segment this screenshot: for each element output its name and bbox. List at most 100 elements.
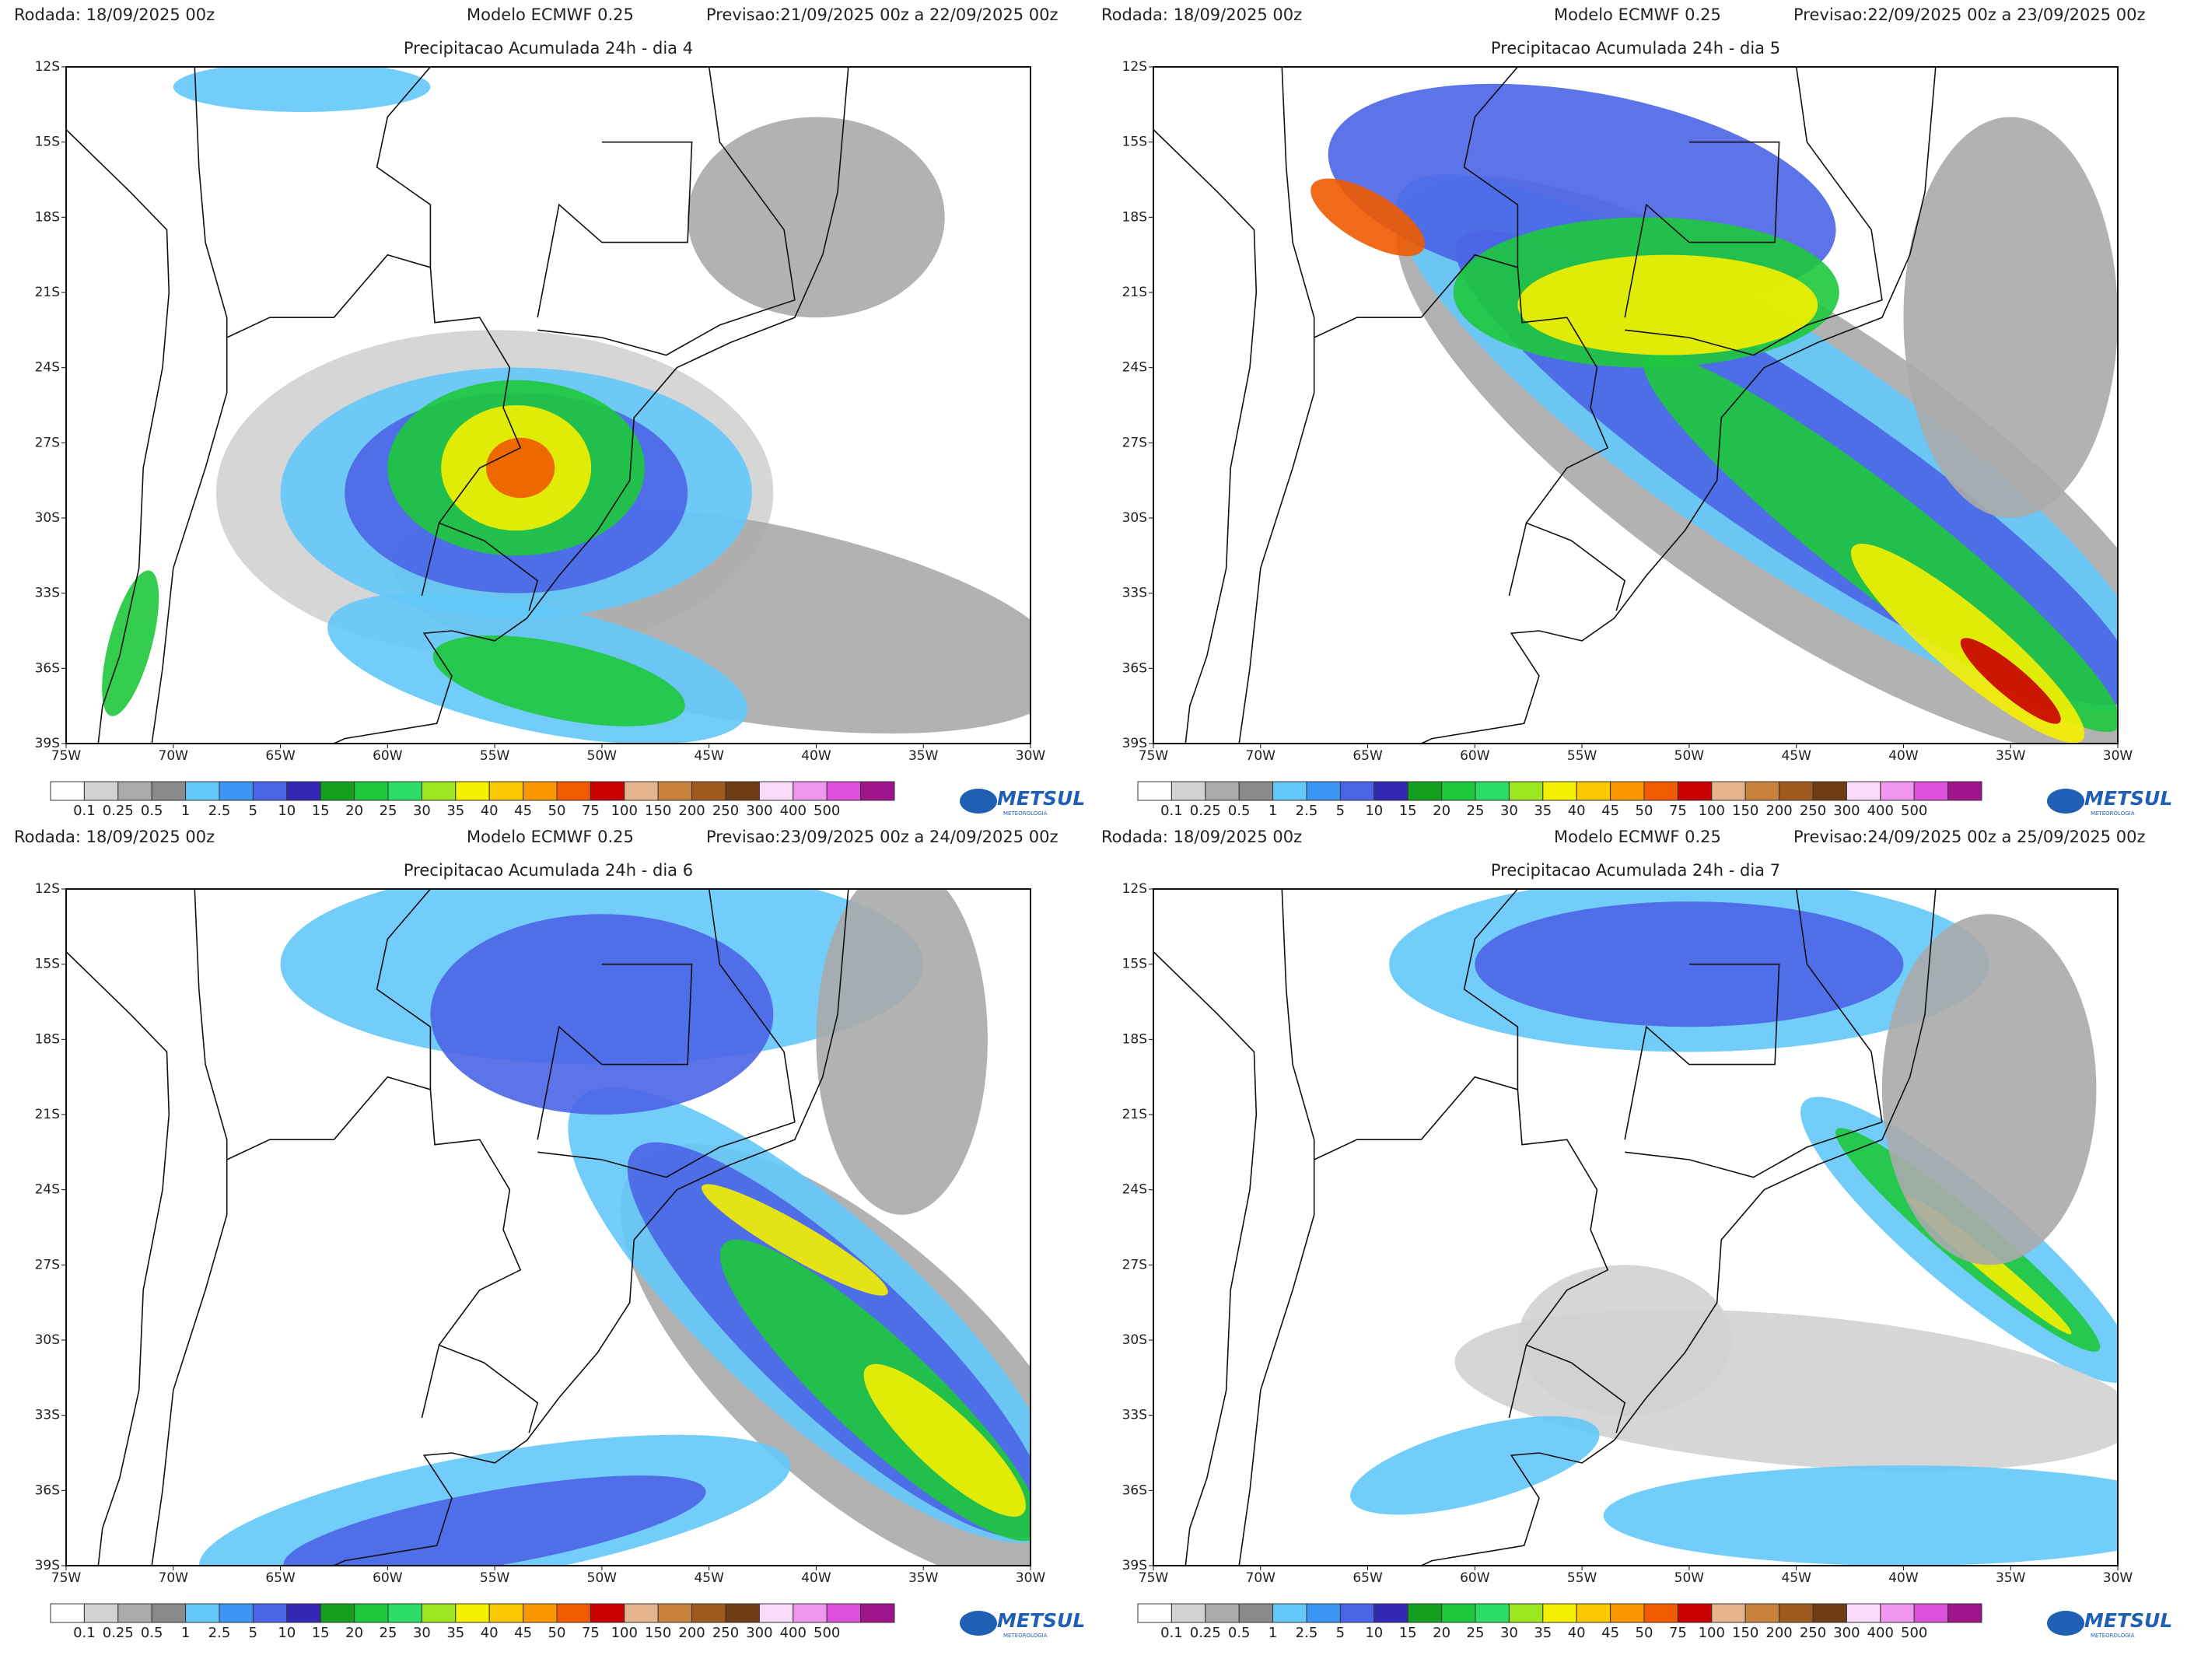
colorbar-box	[117, 781, 152, 801]
precip-area	[1350, 1416, 1600, 1515]
colorbar-label: 1	[1268, 1625, 1277, 1641]
lon-label: 50W	[1674, 748, 1705, 764]
boundary	[333, 254, 431, 318]
colorbar-box	[50, 1603, 85, 1623]
precip-area	[283, 1475, 706, 1566]
lon-label: 55W	[1567, 748, 1597, 764]
colorbar-label: 0.1	[73, 1625, 96, 1641]
boundary	[1153, 129, 1258, 744]
colorbar-label: 400	[1867, 1625, 1894, 1641]
colorbar-box	[421, 781, 457, 801]
colorbar-box	[1812, 781, 1847, 801]
lat-label: 27S	[35, 435, 60, 450]
lon-label: 35W	[908, 1570, 939, 1586]
colorbar-box	[523, 781, 558, 801]
boundary	[376, 889, 522, 1346]
colorbar-label: 300	[1833, 803, 1860, 819]
model-label: Modelo ECMWF 0.25	[1554, 828, 1721, 846]
boundary	[421, 522, 539, 611]
panel-title: Precipitacao Acumulada 24h - dia 4	[404, 39, 693, 58]
panel-title: Precipitacao Acumulada 24h - dia 7	[1491, 861, 1780, 880]
lon-label: 70W	[159, 1570, 189, 1586]
precip-area	[1475, 901, 1904, 1027]
lat-label: 12S	[1122, 59, 1147, 75]
colorbar-label: 150	[645, 803, 671, 819]
boundary	[537, 889, 796, 1178]
colorbar-box	[657, 1603, 693, 1623]
colorbar-box	[1441, 781, 1476, 801]
colorbar-label: 400	[780, 1625, 807, 1641]
colorbar-box	[725, 1603, 760, 1623]
colorbar-label: 10	[1365, 1625, 1383, 1641]
colorbar-label: 0.5	[141, 1625, 163, 1641]
colorbar-label: 35	[1534, 1625, 1552, 1641]
logo-name: METSUL	[997, 787, 1085, 810]
colorbar-box	[860, 781, 895, 801]
logo-tagline: METEOROLOGIA	[2091, 1633, 2135, 1639]
lon-label: 45W	[694, 748, 724, 764]
precip-area	[1517, 254, 1818, 355]
logo-name: METSUL	[2084, 1609, 2172, 1632]
colorbar-label: 25	[380, 803, 397, 819]
colorbar-label: 2.5	[208, 803, 231, 819]
colorbar-box	[1913, 1603, 1949, 1623]
colorbar-box	[354, 1603, 389, 1623]
colorbar-box	[219, 1603, 254, 1623]
colorbar-label: 100	[1699, 1625, 1725, 1641]
panel-title: Precipitacao Acumulada 24h - dia 5	[1491, 39, 1780, 58]
lon-label: 40W	[801, 1570, 831, 1586]
colorbar-label: 500	[814, 1625, 840, 1641]
colorbar-label: 75	[582, 1625, 600, 1641]
colorbar-box	[1846, 1603, 1881, 1623]
boundary	[1624, 141, 1780, 318]
lat-label: 12S	[35, 881, 60, 897]
colorbar-label: 200	[678, 803, 705, 819]
map-content	[1153, 67, 2118, 744]
run-label: Rodada: 18/09/2025 00z	[1101, 5, 1302, 24]
colorbar-label: 5	[1336, 803, 1345, 819]
colorbar-box	[1441, 1603, 1476, 1623]
colorbar-label: 50	[1636, 1625, 1653, 1641]
colorbar-box	[1576, 1603, 1611, 1623]
colorbar-label: 2.5	[208, 1625, 231, 1641]
boundary	[376, 67, 522, 523]
precip-area	[1903, 117, 2118, 518]
colorbar-label: 75	[582, 803, 600, 819]
colorbar-box	[488, 781, 524, 801]
colorbar-box	[624, 1603, 659, 1623]
lon-label: 30W	[1016, 748, 1046, 764]
lon-label: 40W	[801, 748, 831, 764]
lon-label: 65W	[265, 1570, 296, 1586]
colorbar-box	[657, 781, 693, 801]
boundary	[537, 963, 693, 1140]
colorbar-box	[455, 781, 490, 801]
lon-label: 40W	[1888, 1570, 1919, 1586]
colorbar-label: 30	[413, 803, 431, 819]
colorbar-box	[758, 1603, 794, 1623]
panel: Rodada: 18/09/2025 00z Modelo ECMWF 0.25 P…	[1101, 5, 2172, 819]
colorbar-label: 15	[312, 1625, 330, 1641]
lat-label: 27S	[1122, 435, 1147, 450]
lon-label: 45W	[1781, 748, 1811, 764]
lon-label: 30W	[2103, 748, 2133, 764]
boundary	[1463, 67, 1609, 523]
colorbar-label: 75	[1669, 803, 1687, 819]
lon-label: 60W	[1460, 1570, 1490, 1586]
lat-label: 24S	[35, 1182, 60, 1198]
lon-label: 50W	[587, 748, 618, 764]
logo-tagline: METEOROLOGIA	[1003, 1633, 1048, 1639]
colorbar-label: 0.1	[1160, 803, 1183, 819]
colorbar-box	[758, 781, 794, 801]
lon-label: 65W	[1352, 1570, 1383, 1586]
precip-area	[1960, 638, 2061, 724]
colorbar-box	[50, 781, 85, 801]
colorbar-box	[1306, 781, 1341, 801]
colorbar-label: 40	[481, 1625, 499, 1641]
precip-area	[102, 570, 159, 716]
colorbar-box	[1407, 1603, 1443, 1623]
boundary	[1314, 317, 1422, 338]
map-frame	[1153, 66, 2119, 744]
boundary	[66, 129, 170, 744]
